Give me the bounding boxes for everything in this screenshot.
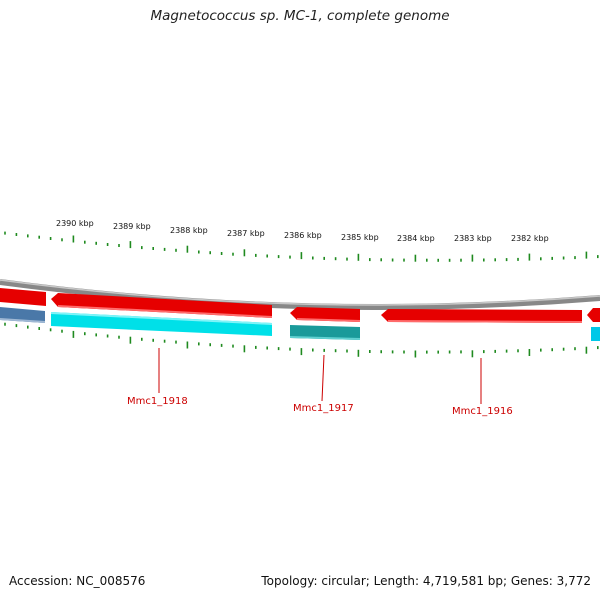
scale-label-2389: 2389 kbp	[113, 222, 151, 231]
gene-arrow-mmc1-1918-shade	[58, 305, 272, 318]
scale-label-2388: 2388 kbp	[170, 226, 208, 235]
genome-backbone-highlight	[0, 279, 600, 306]
gene-arrow-left-edge[interactable]	[0, 288, 46, 306]
gene-arrow-mmc1-1916[interactable]	[381, 309, 582, 323]
gene-arrow-mmc1-1917[interactable]	[290, 307, 360, 322]
cyan-feature-1-shade	[51, 312, 272, 325]
scale-label-2390: 2390 kbp	[56, 219, 94, 228]
gene-arrow-right-edge[interactable]	[587, 308, 600, 322]
gene-label-mmc1-1917[interactable]: Mmc1_1917	[293, 403, 354, 414]
scale-label-2384: 2384 kbp	[397, 234, 435, 243]
forward-strand-features	[0, 288, 600, 323]
blue-feature-left-shade	[0, 318, 45, 323]
gene-arrow-mmc1-1916-shade	[388, 320, 582, 323]
scale-label-2383: 2383 kbp	[454, 234, 492, 243]
reverse-strand-features	[0, 307, 600, 341]
leader-line-mmc1-1917	[321, 354, 325, 402]
scale-label-2386: 2386 kbp	[284, 231, 322, 240]
inner-scale-ticks	[4, 322, 599, 358]
genome-summary-text: Topology: circular; Length: 4,719,581 bp…	[261, 574, 591, 588]
gene-arrow-mmc1-1918[interactable]	[51, 293, 272, 318]
scale-label-2385: 2385 kbp	[341, 233, 379, 242]
scale-label-2387: 2387 kbp	[227, 229, 265, 238]
gene-arrow-mmc1-1917-shade	[297, 318, 360, 322]
cyan-feature-right-edge[interactable]	[591, 327, 600, 341]
cyan-feature-1[interactable]	[51, 312, 272, 336]
genome-backbone	[0, 279, 600, 310]
outer-scale-ticks	[4, 231, 599, 262]
gene-label-mmc1-1918[interactable]: Mmc1_1918	[127, 396, 188, 407]
cyan-feature-2[interactable]	[290, 325, 360, 340]
gene-label-mmc1-1916[interactable]: Mmc1_1916	[452, 406, 513, 417]
scale-label-2382: 2382 kbp	[511, 234, 549, 243]
cyan-feature-2-shade	[290, 336, 360, 340]
accession-text: Accession: NC_008576	[9, 574, 146, 588]
map-title: Magnetococcus sp. MC-1, complete genome	[150, 8, 450, 24]
